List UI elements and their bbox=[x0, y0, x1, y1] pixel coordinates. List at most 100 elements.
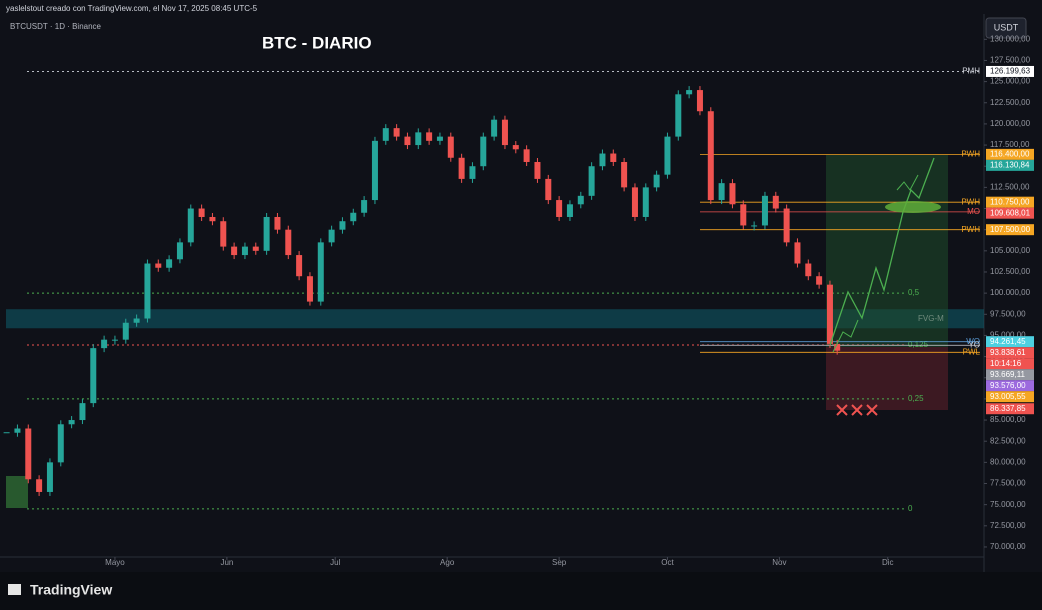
price-tag bbox=[986, 380, 1034, 392]
candle bbox=[166, 259, 173, 268]
x-tick-label: Jun bbox=[220, 558, 233, 567]
price-tag bbox=[986, 336, 1034, 348]
price-tag-label: 116.130,84 bbox=[990, 160, 1030, 169]
y-tick-label: 117.500,00 bbox=[990, 140, 1030, 149]
candle bbox=[274, 216, 281, 230]
y-tick-label: 102.500,00 bbox=[990, 267, 1031, 276]
base-box bbox=[6, 476, 28, 508]
price-tag-label: 109.608,01 bbox=[990, 208, 1031, 217]
price-tag-label: 86.337,85 bbox=[990, 404, 1026, 413]
candle bbox=[794, 242, 801, 264]
attribution: yaslelstout creado con TradingView.com, … bbox=[6, 4, 258, 13]
x-tick-label: Jul bbox=[330, 558, 340, 567]
candle bbox=[805, 263, 812, 277]
y-tick-label: 120.000,00 bbox=[990, 119, 1031, 128]
y-tick-label: 77.500,00 bbox=[990, 479, 1026, 488]
symbol: BTCUSDT · 1D · Binance bbox=[10, 22, 102, 31]
price-tag-label: 94.261,45 bbox=[990, 337, 1026, 346]
candle bbox=[653, 174, 660, 188]
candle bbox=[664, 136, 671, 175]
candle bbox=[122, 322, 129, 340]
candle bbox=[772, 195, 779, 209]
candle bbox=[252, 246, 259, 251]
candle bbox=[339, 221, 346, 230]
fail-mark bbox=[866, 404, 878, 416]
candle bbox=[90, 348, 97, 404]
candle bbox=[296, 255, 303, 277]
candle bbox=[610, 153, 617, 162]
y-tick-label: 100.000,00 bbox=[990, 288, 1031, 297]
price-tag bbox=[986, 65, 1034, 77]
candle bbox=[729, 183, 736, 205]
x-tick-label: Nov bbox=[772, 558, 786, 567]
logo-mark[interactable] bbox=[8, 584, 21, 595]
fail-mark bbox=[851, 404, 863, 416]
candle bbox=[751, 225, 758, 227]
price-tag bbox=[986, 224, 1034, 236]
candle bbox=[523, 149, 530, 162]
footer-bar bbox=[0, 572, 1042, 610]
candle bbox=[599, 153, 606, 167]
price-tag-label: 110.750,00 bbox=[990, 197, 1030, 206]
candle bbox=[57, 424, 64, 463]
candle bbox=[436, 136, 443, 141]
candle bbox=[642, 187, 649, 217]
candle bbox=[686, 90, 693, 95]
x-tick-label: Mayo bbox=[105, 558, 125, 567]
level-label: PWH bbox=[961, 149, 980, 158]
candle bbox=[834, 343, 841, 351]
y-tick-label: 97.500,00 bbox=[990, 309, 1026, 318]
candle bbox=[588, 166, 595, 196]
candle bbox=[111, 339, 118, 341]
candle bbox=[361, 200, 368, 213]
y-tick-label: 105.000,00 bbox=[990, 246, 1031, 255]
x-tick-label: Dic bbox=[882, 558, 894, 567]
projection-thin bbox=[896, 174, 919, 191]
price-tag bbox=[986, 369, 1034, 381]
y-tick-label: 82.500,00 bbox=[990, 436, 1026, 445]
candle bbox=[404, 136, 411, 146]
y-tick-label: 127.500,00 bbox=[990, 56, 1031, 65]
fvg-zone bbox=[6, 309, 984, 329]
price-tag bbox=[986, 148, 1034, 160]
price-tag bbox=[986, 358, 1034, 370]
candle bbox=[512, 145, 519, 150]
candle bbox=[740, 204, 747, 226]
level-label: PWL bbox=[963, 347, 981, 356]
candle bbox=[371, 140, 378, 201]
candle bbox=[631, 187, 638, 217]
candle bbox=[707, 111, 714, 201]
candle bbox=[36, 479, 43, 492]
candle bbox=[285, 229, 292, 256]
level-label: PMH bbox=[962, 67, 980, 76]
brand[interactable]: TradingView bbox=[30, 582, 112, 598]
candle bbox=[545, 178, 552, 201]
currency[interactable]: USDT bbox=[994, 22, 1019, 32]
candle bbox=[577, 195, 584, 205]
brand-logo[interactable]: TradingView bbox=[8, 582, 112, 598]
candle bbox=[317, 242, 324, 302]
fib-label: 0,5 bbox=[908, 288, 920, 297]
candle bbox=[241, 246, 248, 256]
candle bbox=[458, 157, 465, 179]
price-tag bbox=[986, 207, 1034, 219]
fib-label: 0,125 bbox=[908, 340, 929, 349]
price-tag bbox=[986, 347, 1034, 359]
candle bbox=[46, 462, 53, 492]
candle bbox=[675, 94, 682, 137]
candle bbox=[480, 136, 487, 167]
candle bbox=[816, 276, 823, 285]
y-tick-label: 112.500,00 bbox=[990, 182, 1030, 191]
candle bbox=[350, 212, 357, 222]
level-label: WO bbox=[966, 337, 980, 346]
fail-mark bbox=[836, 404, 848, 416]
candle bbox=[469, 166, 476, 179]
candle bbox=[25, 428, 32, 480]
price-tag-label: 93.005,55 bbox=[990, 392, 1026, 401]
price-tag-label: 126.199,63 bbox=[990, 67, 1031, 76]
projection-small bbox=[832, 319, 859, 353]
candle bbox=[79, 403, 86, 421]
price-tag-label: 116.400,00 bbox=[990, 149, 1030, 158]
currency-box[interactable] bbox=[985, 17, 1027, 39]
